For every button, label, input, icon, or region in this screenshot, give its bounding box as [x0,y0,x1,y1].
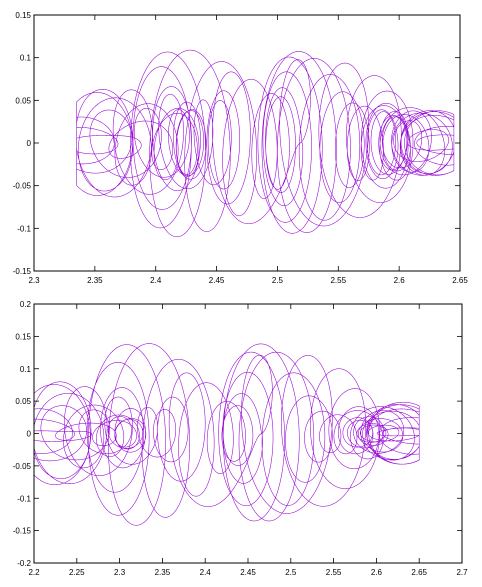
y-tick-label: -0.2 [17,559,31,568]
y-tick-label: 0.2 [20,300,32,309]
y-tick-label: 0.15 [15,11,31,20]
x-tick-label: 2.3 [114,568,126,577]
y-tick-label: -0.1 [17,224,31,233]
plot-frame [33,14,461,272]
x-tick-label: 2.45 [240,568,256,577]
x-tick-label: 2.35 [87,276,103,285]
y-tick-label: -0.1 [17,494,31,503]
y-tick-label: 0.1 [20,54,32,63]
attractor-trace [76,49,455,238]
y-tick-label: 0.15 [15,332,31,341]
y-tick-label: 0 [27,139,32,148]
x-tick-label: 2.3 [28,276,40,285]
x-tick-label: 2.2 [28,568,40,577]
y-tick-label: -0.05 [13,182,32,191]
y-tick-label: 0.1 [20,365,32,374]
y-tick-label: -0.15 [13,527,32,536]
plot-frame [33,303,463,564]
y-tick-label: -0.15 [13,267,32,276]
y-tick-label: 0.05 [15,96,31,105]
x-tick-label: 2.55 [326,568,342,577]
chart-top: 2.3 2.35 2.4 2.45 2.5 2.55 2.6 2.65 0.15 0.1 0.05 0… [13,11,469,285]
x-tick-label: 2.35 [155,568,171,577]
x-tick-label: 2.7 [456,568,468,577]
x-tick-label: 2.6 [394,276,406,285]
x-tick-label: 2.25 [69,568,85,577]
x-tick-label: 2.4 [150,276,162,285]
x-tick-label: 2.5 [285,568,297,577]
y-tick-label: 0 [27,430,32,439]
chart-bottom: 2.2 2.25 2.3 2.35 2.4 2.45 2.5 2.55 2.6 2.65 2.7 0.… [13,300,468,577]
y-tick-label: 0.05 [15,397,31,406]
x-tick-label: 2.4 [200,568,212,577]
x-tick-label: 2.6 [371,568,383,577]
x-tick-label: 2.65 [452,276,468,285]
x-tick-label: 2.45 [209,276,225,285]
x-tick-label: 2.5 [272,276,284,285]
y-tick-label: -0.05 [13,462,32,471]
x-tick-label: 2.65 [411,568,427,577]
attractor-trace [33,343,420,526]
x-tick-label: 2.55 [330,276,346,285]
